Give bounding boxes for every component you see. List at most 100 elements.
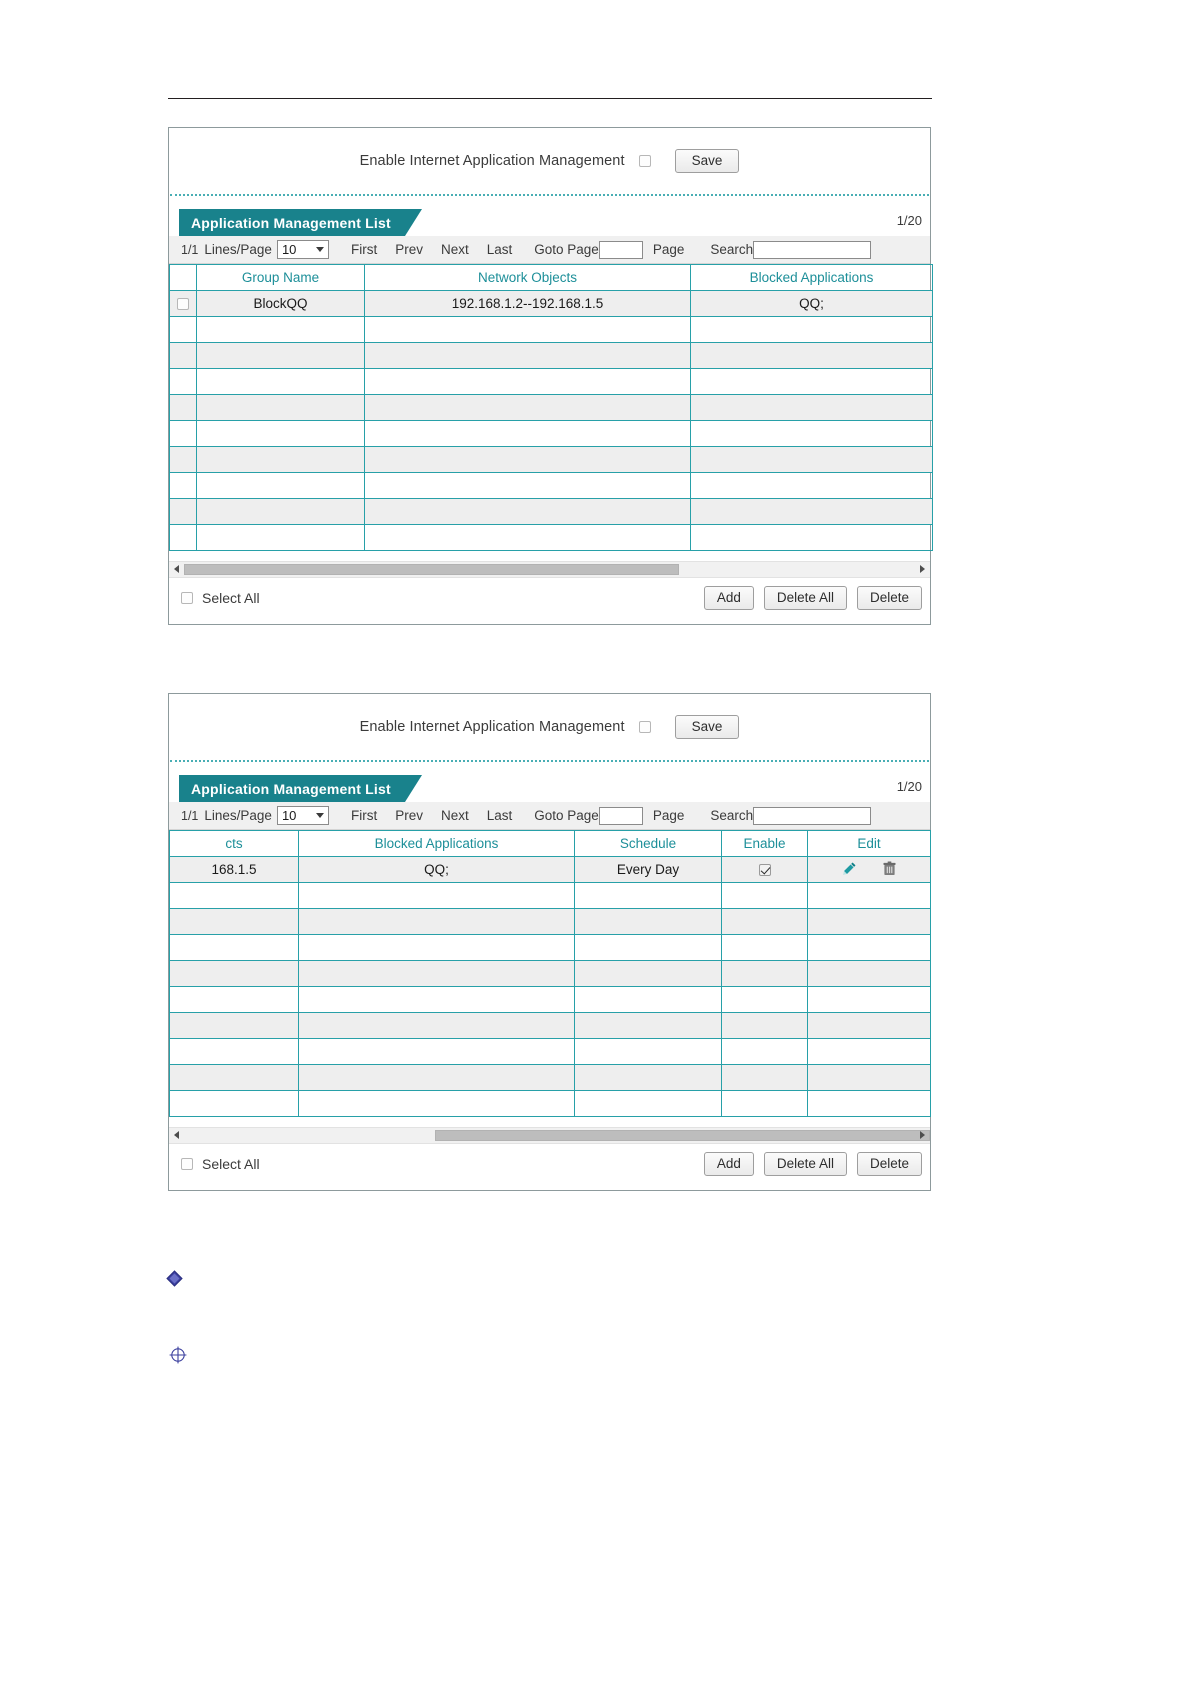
panel-title-2: Application Management List	[179, 775, 422, 802]
cell-empty	[807, 986, 931, 1013]
table-row	[169, 524, 933, 551]
search-input-2[interactable]	[753, 806, 872, 825]
save-button-1[interactable]: Save	[674, 149, 740, 173]
select-all-checkbox-1[interactable]	[181, 592, 193, 604]
cell-group-name[interactable]: BlockQQ	[196, 290, 365, 317]
cell-network-objects-clipped[interactable]: 168.1.5	[169, 856, 299, 883]
add-button-1[interactable]: Add	[703, 586, 754, 610]
first-page-link-2[interactable]: First	[350, 808, 378, 823]
scroll-left-icon[interactable]	[174, 565, 179, 573]
column-header-edit: Edit	[807, 830, 931, 857]
table-header-row-1: Group Name Network Objects Blocked Appli…	[169, 264, 933, 291]
scroll-right-icon[interactable]	[920, 1131, 925, 1139]
cell-enable[interactable]	[721, 856, 808, 883]
enable-feature-label-1: Enable Internet Application Management	[359, 153, 625, 169]
pagination-nav-2: First Prev Next Last	[351, 808, 512, 823]
row-select-cell[interactable]	[169, 290, 197, 317]
cell-empty	[574, 1012, 722, 1039]
row-select-cell[interactable]	[169, 420, 197, 447]
row-select-cell[interactable]	[169, 368, 197, 395]
delete-all-button-1[interactable]: Delete All	[763, 586, 847, 610]
record-counter-2: 1/20	[896, 779, 922, 794]
pencil-icon[interactable]	[842, 861, 857, 879]
cell-empty	[169, 934, 299, 961]
cell-network-objects[interactable]: 192.168.1.2--192.168.1.5	[364, 290, 691, 317]
table-row: 168.1.5 QQ; Every Day	[169, 856, 931, 883]
first-page-link-1[interactable]: First	[350, 242, 378, 257]
cell-empty	[690, 524, 933, 551]
table-row	[169, 882, 931, 909]
scrollbar-thumb-2[interactable]	[435, 1130, 930, 1141]
column-header-group-name: Group Name	[196, 264, 365, 291]
application-management-panel-2: Enable Internet Application Management S…	[168, 693, 931, 1191]
last-page-link-1[interactable]: Last	[486, 242, 513, 257]
enable-row-checkbox[interactable]	[758, 864, 771, 877]
cell-empty	[574, 882, 722, 909]
row-select-cell[interactable]	[169, 446, 197, 473]
cell-empty	[574, 960, 722, 987]
scroll-right-icon[interactable]	[920, 565, 925, 573]
delete-all-button-2[interactable]: Delete All	[763, 1152, 847, 1176]
cell-empty	[807, 908, 931, 935]
page-indicator-1: 1/1	[181, 242, 199, 257]
cell-empty	[364, 498, 691, 525]
application-management-panel-1: Enable Internet Application Management S…	[168, 127, 933, 625]
application-table-1: Group Name Network Objects Blocked Appli…	[169, 264, 933, 551]
cell-empty	[364, 394, 691, 421]
horizontal-scrollbar-1[interactable]	[169, 561, 930, 578]
cell-schedule[interactable]: Every Day	[574, 856, 722, 883]
chevron-down-icon	[315, 247, 324, 252]
cell-blocked-applications[interactable]: QQ;	[690, 290, 933, 317]
row-select-cell[interactable]	[169, 472, 197, 499]
enable-feature-checkbox-2[interactable]	[638, 721, 651, 733]
search-input-1[interactable]	[753, 240, 872, 259]
row-select-checkbox[interactable]	[177, 298, 189, 311]
prev-page-link-2[interactable]: Prev	[395, 808, 423, 823]
panel-title-row-1: Application Management List 1/20	[169, 209, 930, 236]
select-all-control-1[interactable]: Select All	[181, 590, 260, 606]
cell-empty	[169, 882, 299, 909]
cell-blocked-applications[interactable]: QQ;	[298, 856, 575, 883]
scroll-left-icon[interactable]	[174, 1131, 179, 1139]
row-select-cell[interactable]	[169, 342, 197, 369]
cell-empty	[196, 394, 365, 421]
goto-page-input-1[interactable]	[598, 240, 643, 259]
delete-button-2[interactable]: Delete	[856, 1152, 922, 1176]
trash-icon[interactable]	[883, 860, 896, 879]
row-select-cell[interactable]	[169, 394, 197, 421]
table-header-row-2: cts Blocked Applications Schedule Enable…	[169, 830, 931, 857]
lines-per-page-select-2[interactable]: 10	[276, 806, 329, 825]
cell-empty	[690, 394, 933, 421]
select-all-checkbox-2[interactable]	[181, 1158, 193, 1170]
row-select-cell[interactable]	[169, 524, 197, 551]
scrollbar-thumb-1[interactable]	[184, 564, 679, 575]
delete-button-1[interactable]: Delete	[856, 586, 922, 610]
next-page-link-2[interactable]: Next	[440, 808, 469, 823]
horizontal-scrollbar-2[interactable]	[169, 1127, 930, 1144]
prev-page-link-1[interactable]: Prev	[395, 242, 423, 257]
cell-empty	[721, 1012, 808, 1039]
table-row	[169, 446, 933, 473]
column-header-network-objects-clipped: cts	[169, 830, 299, 857]
next-page-link-1[interactable]: Next	[440, 242, 469, 257]
lines-per-page-select-1[interactable]: 10	[276, 240, 329, 259]
column-header-enable: Enable	[721, 830, 808, 857]
cell-empty	[169, 960, 299, 987]
enable-feature-checkbox-1[interactable]	[638, 155, 651, 167]
cell-empty	[364, 316, 691, 343]
save-button-2[interactable]: Save	[674, 715, 740, 739]
row-select-cell[interactable]	[169, 498, 197, 525]
table-footer-2: Select All Add Delete All Delete	[169, 1144, 930, 1184]
table-row	[169, 908, 931, 935]
cell-empty	[196, 342, 365, 369]
cell-empty	[807, 1038, 931, 1065]
goto-page-input-2[interactable]	[598, 806, 643, 825]
cell-empty	[169, 1012, 299, 1039]
cell-empty	[807, 882, 931, 909]
add-button-2[interactable]: Add	[703, 1152, 754, 1176]
row-select-cell[interactable]	[169, 316, 197, 343]
enable-feature-label-2: Enable Internet Application Management	[359, 719, 625, 735]
select-all-control-2[interactable]: Select All	[181, 1156, 260, 1172]
last-page-link-2[interactable]: Last	[486, 808, 513, 823]
page-word-1: Page	[652, 242, 685, 257]
